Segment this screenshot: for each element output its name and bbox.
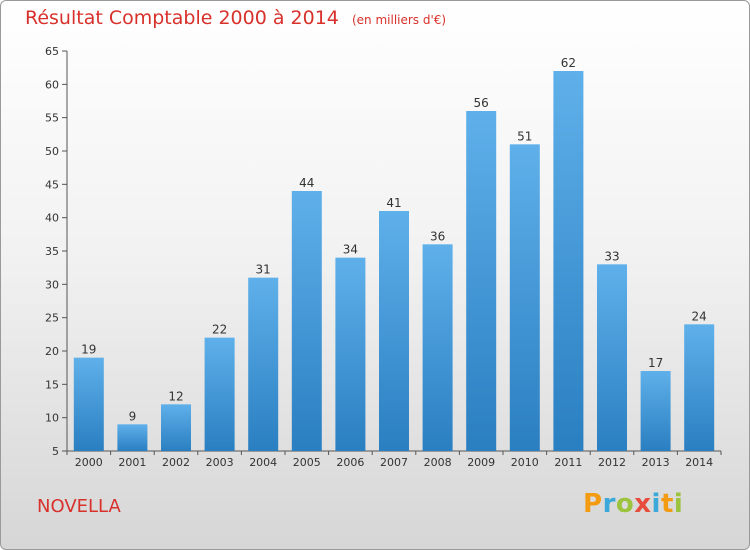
y-tick-label: 30	[45, 278, 59, 291]
bar	[335, 257, 366, 451]
y-tick-label: 15	[45, 378, 59, 391]
bar-value-label: 9	[129, 409, 137, 423]
bar-value-label: 36	[430, 229, 445, 243]
bar	[553, 71, 584, 451]
logo-letter: i	[651, 489, 661, 519]
bar	[291, 191, 322, 451]
y-tick-label: 10	[45, 412, 59, 425]
x-tick-label: 2000	[75, 456, 103, 469]
bar-value-label: 62	[561, 56, 576, 70]
bar	[684, 324, 715, 451]
bar-value-label: 56	[474, 96, 489, 110]
y-tick-label: 65	[45, 45, 59, 58]
bar-value-label: 17	[648, 356, 663, 370]
y-tick-label: 55	[45, 112, 59, 125]
logo-letter: r	[602, 489, 616, 519]
x-tick-label: 2001	[118, 456, 146, 469]
chart-title: Résultat Comptable 2000 à 2014 (en milli…	[25, 7, 446, 29]
bar-value-label: 44	[299, 176, 314, 190]
y-tick-label: 50	[45, 145, 59, 158]
y-tick-label: 40	[45, 212, 59, 225]
bar	[73, 357, 104, 451]
bar-value-label: 12	[168, 389, 183, 403]
x-tick-label: 2005	[293, 456, 321, 469]
bar	[422, 244, 453, 451]
x-tick-label: 2010	[511, 456, 539, 469]
chart-title-main: Résultat Comptable 2000 à 2014	[25, 7, 339, 29]
x-tick-label: 2006	[336, 456, 364, 469]
bar	[117, 424, 148, 451]
logo-letter: t	[660, 489, 674, 519]
chart-bars	[73, 71, 715, 452]
x-tick-label: 2008	[424, 456, 452, 469]
logo-letter: P	[583, 489, 603, 519]
bar-value-label: 51	[517, 129, 532, 143]
x-tick-label: 2011	[554, 456, 582, 469]
bar	[379, 211, 409, 451]
bar	[597, 264, 627, 451]
x-tick-label: 2014	[685, 456, 713, 469]
bar-value-label: 22	[212, 323, 227, 337]
x-tick-label: 2004	[249, 456, 277, 469]
bar	[248, 277, 279, 451]
bar-value-label: 24	[692, 309, 707, 323]
bar	[204, 337, 235, 451]
y-tick-label: 5	[52, 445, 59, 458]
y-tick-label: 45	[45, 178, 59, 191]
bar	[466, 111, 497, 451]
chart-title-unit: (en milliers d'€)	[351, 13, 447, 27]
x-tick-label: 2009	[467, 456, 495, 469]
x-tick-label: 2002	[162, 456, 190, 469]
x-tick-label: 2007	[380, 456, 408, 469]
bar-value-label: 19	[81, 343, 96, 357]
x-tick-label: 2003	[206, 456, 234, 469]
logo-letter: o	[615, 489, 635, 519]
y-tick-label: 20	[45, 345, 59, 358]
x-tick-label: 2012	[598, 456, 626, 469]
bar	[161, 404, 191, 451]
bar	[640, 371, 671, 451]
x-tick-label: 2013	[642, 456, 670, 469]
logo-letter: i	[673, 489, 684, 519]
commune-name: NOVELLA	[37, 496, 121, 517]
bar-value-label: 34	[343, 243, 358, 257]
bar-value-label: 33	[604, 249, 619, 263]
y-tick-label: 60	[45, 78, 59, 91]
bar	[509, 144, 540, 452]
bar-value-label: 31	[256, 263, 271, 277]
proxiti-logo[interactable]: Proxiti	[583, 489, 683, 519]
y-tick-label: 25	[45, 312, 59, 325]
y-tick-label: 35	[45, 245, 59, 258]
chart-value-labels: 19 9 12 22 31 44 34 41 36 56 51 62 33 17 24	[81, 56, 707, 423]
logo-letter: x	[634, 489, 652, 519]
bar-value-label: 41	[386, 196, 401, 210]
